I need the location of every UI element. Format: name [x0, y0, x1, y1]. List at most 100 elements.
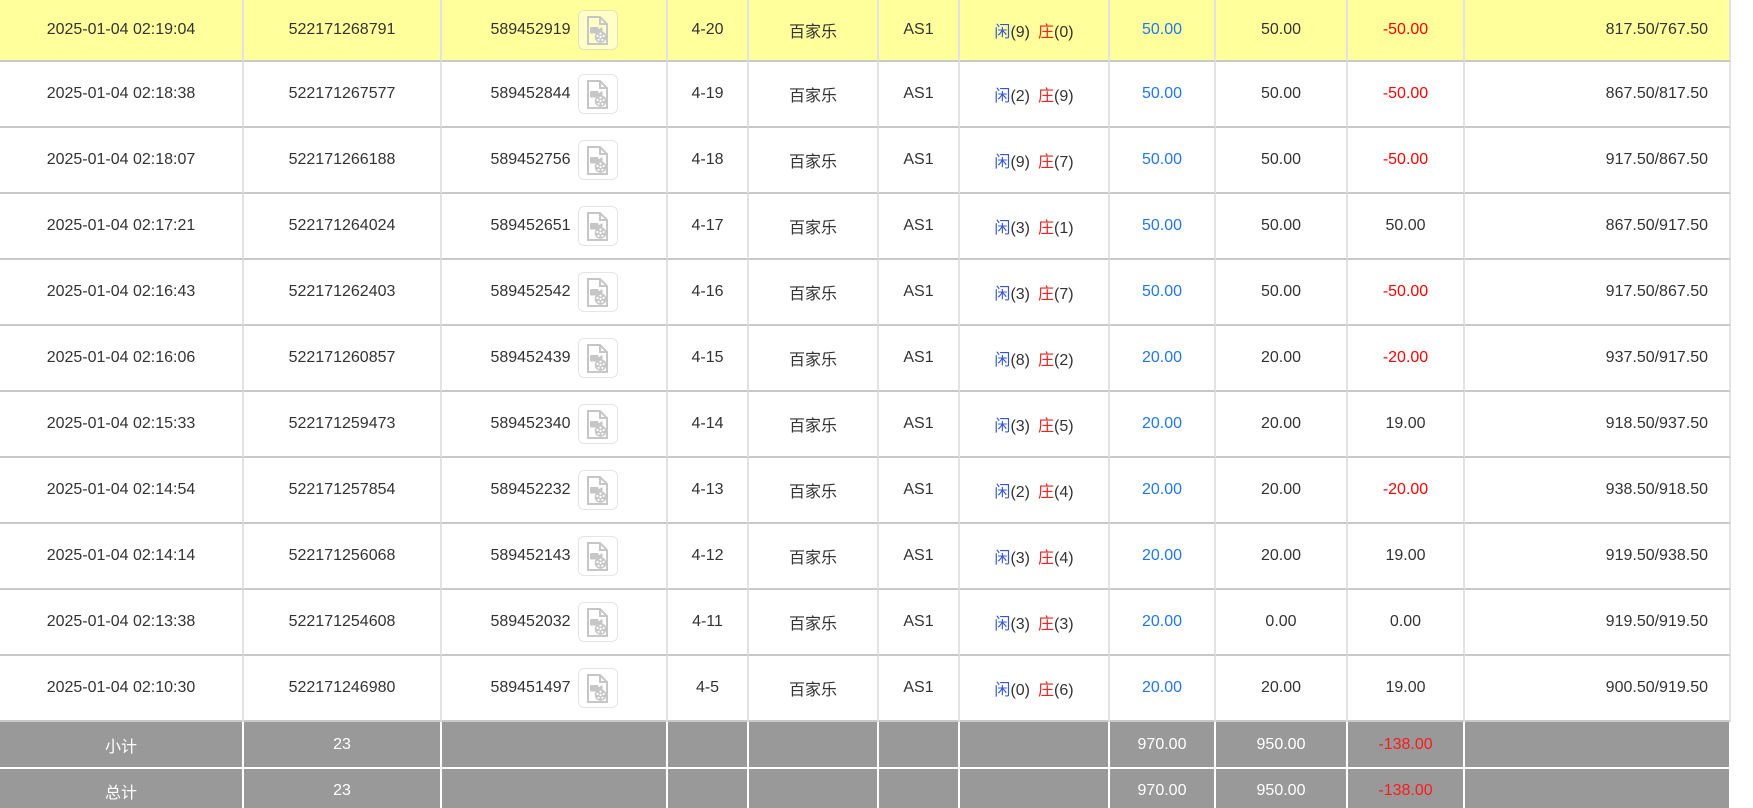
- cell-game-result: 闲(3) 庄(4): [960, 524, 1110, 590]
- bet-amount-link[interactable]: 50.00: [1141, 85, 1183, 102]
- cell-order-number: 522171267577: [244, 62, 442, 128]
- cell-table-code: AS1: [879, 458, 960, 524]
- summary-bet-total: 970.00: [1110, 767, 1216, 808]
- cell-table-code: AS1: [879, 656, 960, 722]
- cell-win-loss: -50.00: [1348, 62, 1465, 128]
- cell-bet-time: 2025-01-04 02:15:33: [0, 392, 244, 458]
- cell-balance: 917.50/867.50: [1465, 260, 1731, 326]
- round-id-text: 589452756: [490, 151, 571, 168]
- table-row[interactable]: 2025-01-04 02:14:54 522171257854 5894522…: [0, 458, 1731, 524]
- summary-win-loss-total: -138.00: [1348, 722, 1465, 767]
- cell-shoe-round: 4-20: [668, 0, 749, 62]
- round-id-text: 589451497: [490, 679, 571, 696]
- table-row[interactable]: 2025-01-04 02:18:07 522171266188 5894527…: [0, 128, 1731, 194]
- table-row[interactable]: 2025-01-04 02:16:06 522171260857 5894524…: [0, 326, 1731, 392]
- cell-balance: 900.50/919.50: [1465, 656, 1731, 722]
- table-row[interactable]: 2025-01-04 02:17:21 522171264024 5894526…: [0, 194, 1731, 260]
- cell-shoe-round: 4-11: [668, 590, 749, 656]
- summary-label: 小计: [0, 722, 244, 767]
- cell-game-type: 百家乐: [749, 194, 879, 260]
- cell-round-id: 589452340: [442, 392, 668, 458]
- video-playback-button[interactable]: [577, 272, 618, 312]
- round-id-text: 589452032: [490, 613, 571, 630]
- cell-shoe-round: 4-14: [668, 392, 749, 458]
- summary-empty-cell: [668, 722, 749, 767]
- bet-amount-link[interactable]: 20.00: [1141, 613, 1183, 630]
- bet-amount-link[interactable]: 50.00: [1141, 151, 1183, 168]
- round-id-text: 589452143: [490, 547, 571, 564]
- player-result-score: (3): [1010, 418, 1030, 435]
- summary-count: 23: [244, 767, 442, 808]
- cell-shoe-round: 4-15: [668, 326, 749, 392]
- bet-amount-link[interactable]: 20.00: [1141, 547, 1183, 564]
- cell-round-id: 589452756: [442, 128, 668, 194]
- video-playback-button[interactable]: [577, 74, 618, 114]
- cell-shoe-round: 4-13: [668, 458, 749, 524]
- table-row[interactable]: 2025-01-04 02:10:30 522171246980 5894514…: [0, 656, 1731, 722]
- cell-win-loss: -20.00: [1348, 458, 1465, 524]
- video-playback-button[interactable]: [577, 338, 618, 378]
- cell-game-result: 闲(3) 庄(3): [960, 590, 1110, 656]
- cell-bet-amount: 20.00: [1110, 326, 1216, 392]
- banker-result-score: (4): [1054, 550, 1074, 567]
- video-playback-button[interactable]: [577, 404, 618, 444]
- cell-balance: 919.50/919.50: [1465, 590, 1731, 656]
- cell-bet-time: 2025-01-04 02:17:21: [0, 194, 244, 260]
- bet-amount-link[interactable]: 50.00: [1141, 21, 1183, 38]
- cell-order-number: 522171259473: [244, 392, 442, 458]
- cell-valid-bet: 20.00: [1216, 326, 1348, 392]
- cell-bet-amount: 20.00: [1110, 458, 1216, 524]
- cell-bet-amount: 50.00: [1110, 0, 1216, 62]
- summary-empty-cell: [1465, 767, 1731, 808]
- table-row[interactable]: 2025-01-04 02:16:43 522171262403 5894525…: [0, 260, 1731, 326]
- cell-balance: 817.50/767.50: [1465, 0, 1731, 62]
- bet-amount-link[interactable]: 50.00: [1141, 217, 1183, 234]
- cell-table-code: AS1: [879, 0, 960, 62]
- cell-game-result: 闲(3) 庄(7): [960, 260, 1110, 326]
- bet-amount-link[interactable]: 50.00: [1141, 283, 1183, 300]
- banker-result-label: 庄: [1038, 352, 1055, 369]
- summary-empty-cell: [749, 767, 879, 808]
- cell-table-code: AS1: [879, 260, 960, 326]
- bet-amount-link[interactable]: 20.00: [1141, 349, 1183, 366]
- video-playback-button[interactable]: [577, 470, 618, 510]
- cell-round-id: 589452143: [442, 524, 668, 590]
- cell-bet-amount: 20.00: [1110, 524, 1216, 590]
- bet-amount-link[interactable]: 20.00: [1141, 679, 1183, 696]
- bet-amount-link[interactable]: 20.00: [1141, 481, 1183, 498]
- banker-result-label: 庄: [1038, 220, 1055, 237]
- cell-win-loss: 19.00: [1348, 392, 1465, 458]
- player-result-score: (3): [1010, 220, 1030, 237]
- cell-round-id: 589451497: [442, 656, 668, 722]
- video-playback-button[interactable]: [577, 536, 618, 576]
- cell-round-id: 589452542: [442, 260, 668, 326]
- player-result-label: 闲: [994, 24, 1011, 41]
- bet-amount-link[interactable]: 20.00: [1141, 415, 1183, 432]
- cell-bet-time: 2025-01-04 02:16:43: [0, 260, 244, 326]
- player-result-score: (9): [1010, 154, 1030, 171]
- player-result-score: (0): [1010, 682, 1030, 699]
- table-row[interactable]: 2025-01-04 02:13:38 522171254608 5894520…: [0, 590, 1731, 656]
- cell-balance: 919.50/938.50: [1465, 524, 1731, 590]
- video-playback-button[interactable]: [577, 206, 618, 246]
- banker-result-score: (9): [1054, 88, 1074, 105]
- video-playback-button[interactable]: [577, 140, 618, 180]
- cell-game-result: 闲(3) 庄(5): [960, 392, 1110, 458]
- table-row[interactable]: 2025-01-04 02:14:14 522171256068 5894521…: [0, 524, 1731, 590]
- video-playback-button[interactable]: [577, 10, 618, 50]
- cell-table-code: AS1: [879, 524, 960, 590]
- video-playback-button[interactable]: [577, 602, 618, 642]
- cell-bet-amount: 50.00: [1110, 194, 1216, 260]
- cell-round-id: 589452919: [442, 0, 668, 62]
- cell-game-result: 闲(2) 庄(9): [960, 62, 1110, 128]
- cell-order-number: 522171266188: [244, 128, 442, 194]
- cell-game-result: 闲(8) 庄(2): [960, 326, 1110, 392]
- table-row[interactable]: 2025-01-04 02:19:04 522171268791 5894529…: [0, 0, 1731, 62]
- table-row[interactable]: 2025-01-04 02:15:33 522171259473 5894523…: [0, 392, 1731, 458]
- cell-win-loss: 50.00: [1348, 194, 1465, 260]
- table-row[interactable]: 2025-01-04 02:18:38 522171267577 5894528…: [0, 62, 1731, 128]
- cell-game-type: 百家乐: [749, 458, 879, 524]
- video-playback-button[interactable]: [577, 668, 618, 708]
- player-result-label: 闲: [994, 286, 1011, 303]
- banker-result-score: (7): [1054, 154, 1074, 171]
